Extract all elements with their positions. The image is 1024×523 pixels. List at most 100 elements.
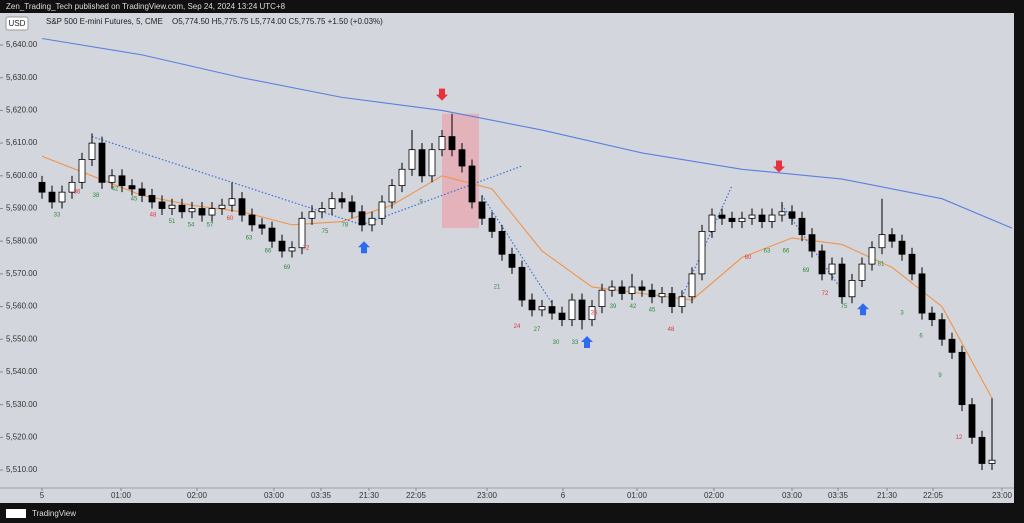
signal-arrow <box>358 241 370 254</box>
candle-body <box>848 280 856 298</box>
y-tick-label: 5,530.00 <box>6 400 38 409</box>
x-tick-label: 23:00 <box>992 491 1013 500</box>
count-label: 39 <box>610 304 617 310</box>
candle-body <box>128 185 136 190</box>
candle-body <box>408 149 416 170</box>
candle-body <box>718 214 726 219</box>
candle-body <box>98 142 106 183</box>
candle-body <box>928 312 936 321</box>
count-label: 75 <box>322 229 329 235</box>
y-tick-label: 5,600.00 <box>6 171 38 180</box>
count-label: 21 <box>494 285 501 291</box>
quote: O5,774.50 H5,775.75 L5,774.00 C5,775.75 … <box>172 17 383 26</box>
candle-body <box>78 159 86 183</box>
candle-body <box>738 217 746 222</box>
count-label: 33 <box>572 340 579 346</box>
candle-body <box>398 168 406 187</box>
plot-bg <box>0 13 1014 503</box>
candle-body <box>768 214 776 222</box>
y-tick-label: 5,510.00 <box>6 465 38 474</box>
y-tick-label: 5,570.00 <box>6 269 38 278</box>
candle-body <box>348 201 356 213</box>
x-tick-label: 03:35 <box>828 491 849 500</box>
candle-body <box>328 198 336 209</box>
candle-body <box>588 306 596 321</box>
candle-body <box>778 211 786 216</box>
candle-body <box>808 234 816 252</box>
y-tick-label: 5,550.00 <box>6 334 38 343</box>
candle-body <box>888 234 896 242</box>
signal-arrow <box>581 335 593 348</box>
candle-body <box>468 165 476 203</box>
count-label: 48 <box>668 327 675 333</box>
candle-body <box>948 338 956 353</box>
count-label: 38 <box>93 193 100 199</box>
candle-body <box>318 208 326 213</box>
x-tick-label: 01:00 <box>627 491 648 500</box>
candle-body <box>418 149 426 177</box>
candle-body <box>428 149 436 177</box>
candle-body <box>558 312 566 321</box>
y-tick-label: 5,580.00 <box>6 236 38 245</box>
candle-body <box>628 286 636 294</box>
candle-body <box>498 230 506 255</box>
count-label: 81 <box>878 262 885 268</box>
count-label: 27 <box>534 327 541 333</box>
candle-body <box>378 201 386 219</box>
signal-arrow <box>436 88 448 101</box>
candle-body <box>668 293 676 307</box>
candle-body <box>238 198 246 216</box>
count-label: 9 <box>938 373 942 379</box>
candle-body <box>158 201 166 209</box>
trendline <box>481 195 553 304</box>
candle-body <box>68 181 76 193</box>
candle-body <box>638 286 646 291</box>
x-tick-label: 03:00 <box>782 491 803 500</box>
count-label: 63 <box>764 249 771 255</box>
moving-average <box>41 37 1013 229</box>
candle-body <box>658 293 666 298</box>
candle-body <box>568 299 576 321</box>
candle-body <box>818 250 826 275</box>
count-label: 72 <box>303 245 310 251</box>
candle-body <box>748 214 756 219</box>
currency-box <box>5 16 29 31</box>
candle-body <box>488 217 496 232</box>
count-label: 42 <box>112 186 119 192</box>
count-label: 6 <box>919 334 923 340</box>
candle-body <box>48 191 56 203</box>
trendline <box>361 165 523 226</box>
count-label: 33 <box>54 213 61 219</box>
candle-body <box>38 181 46 193</box>
candle-body <box>508 253 516 268</box>
candle-body <box>978 436 986 464</box>
y-tick-label: 5,620.00 <box>6 106 38 115</box>
signal-arrow <box>773 160 785 173</box>
y-tick-label: 5,520.00 <box>6 432 38 441</box>
candle-body <box>838 263 846 298</box>
logo <box>6 509 26 518</box>
candle-body <box>448 136 456 151</box>
chart-title: S&P 500 E-mini Futures, 5, CME <box>46 17 163 26</box>
count-label: 66 <box>265 249 272 255</box>
signal-arrow <box>857 303 869 316</box>
candle-body <box>208 208 216 216</box>
count-label: 36 <box>74 190 81 196</box>
candle-body <box>228 198 236 206</box>
candle-body <box>698 230 706 275</box>
candle-body <box>868 247 876 265</box>
candle-body <box>258 224 266 229</box>
candle-body <box>288 247 296 252</box>
y-tick-label: 5,590.00 <box>6 204 38 213</box>
candle-body <box>248 214 256 226</box>
candle-body <box>578 299 586 321</box>
candle-body <box>338 198 346 203</box>
candle-body <box>788 211 796 219</box>
count-label: 9 <box>419 200 423 206</box>
count-label: 57 <box>207 222 214 228</box>
x-tick-label: 5 <box>40 491 45 500</box>
candle-body <box>958 351 966 406</box>
y-tick-label: 5,630.00 <box>6 73 38 82</box>
